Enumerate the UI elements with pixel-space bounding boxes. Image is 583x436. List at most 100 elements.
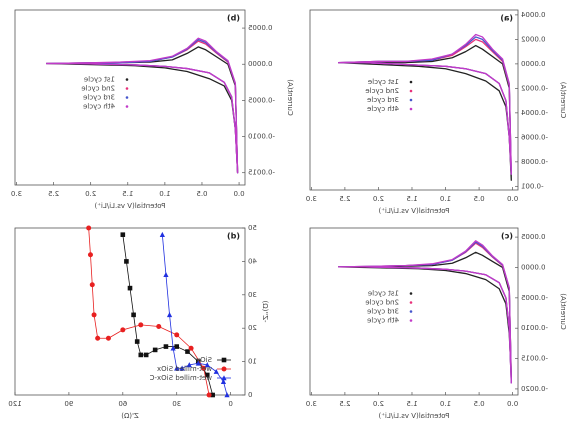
marker: [163, 344, 169, 349]
y-tick-label: 10: [248, 358, 257, 366]
x-tick-label: 1.0: [440, 400, 451, 408]
marker: [138, 352, 144, 358]
legend-label: 3rd cycle: [83, 94, 115, 102]
marker: [138, 322, 144, 328]
marker: [86, 225, 92, 231]
x-tick-label: 90: [64, 400, 73, 408]
x-tick-label: 1.5: [122, 190, 133, 198]
y-tick-label: 40: [248, 257, 257, 265]
y-tick-label: -0.0010: [248, 133, 275, 141]
series-line: [338, 36, 512, 175]
x-axis-label: Z'(Ω): [121, 412, 139, 420]
x-tick-label: 0.0: [507, 195, 518, 203]
marker: [213, 368, 219, 374]
plot-frame: [14, 9, 246, 186]
series-line: [46, 39, 239, 174]
legend-swatch: [125, 96, 129, 99]
x-tick-label: 2.5: [339, 195, 350, 203]
y-tick-label: -0.0005: [248, 96, 275, 104]
y-tick-label: -0.0008: [521, 158, 548, 166]
marker: [221, 375, 227, 381]
y-tick-label: -0.0020: [521, 385, 548, 393]
legend-label: 2nd cycle: [365, 87, 399, 95]
marker: [174, 365, 180, 371]
y-tick-label: 30: [248, 291, 257, 299]
marker: [95, 335, 101, 341]
series-line: [338, 241, 512, 384]
y-axis-label: Current(A): [286, 79, 294, 116]
legend-label: wet-milled SiOx-C: [150, 374, 212, 382]
x-tick-label: 2.0: [373, 400, 384, 408]
marker: [204, 372, 210, 378]
x-tick-label: 2.0: [85, 190, 96, 198]
x-tick-label: 60: [118, 400, 127, 408]
legend-label: 4th cycle: [367, 105, 399, 113]
marker: [105, 335, 111, 341]
marker: [89, 282, 95, 288]
legend-label: 2nd cycle: [81, 85, 115, 93]
legend-swatch: [125, 78, 129, 81]
x-tick-label: 0.0: [233, 190, 244, 198]
marker: [120, 327, 126, 333]
marker: [188, 345, 194, 351]
legend-label: 4th cycle: [367, 317, 399, 325]
marker: [131, 312, 136, 318]
y-tick-label: -0.0002: [521, 84, 548, 92]
y-axis-label: Current(A): [559, 293, 567, 330]
x-tick-label: 2.0: [373, 195, 384, 203]
mirrored-figure: 0.0 0.5 1.0 1.5 2.0 2.5 3.0 -0.001 -0.0008 -0.000…: [8, 9, 567, 420]
marker: [156, 324, 162, 330]
panel-label: (c): [501, 232, 513, 241]
legend-label: SiOx: [196, 356, 212, 364]
y-tick-label: -0.0006: [520, 133, 548, 141]
panel-label: (a): [500, 14, 513, 23]
legend-label: 3rd cycle: [367, 96, 399, 104]
panel-label: (d): [227, 232, 240, 241]
marker: [91, 312, 97, 318]
marker: [179, 365, 185, 371]
legend-label: 1st cycle: [368, 78, 399, 86]
marker: [120, 232, 126, 237]
x-tick-label: 0.5: [474, 195, 485, 203]
y-tick-label: 0.0002: [521, 35, 546, 43]
legend-swatch: [409, 80, 413, 84]
marker: [206, 392, 212, 398]
panel-label: (b): [227, 14, 240, 23]
y-axis-label: -Z''(Ω): [261, 300, 269, 322]
x-axis-label: Potential(V vs.Li/Li⁺): [378, 412, 449, 420]
y-tick-label: 0.0005: [521, 233, 546, 241]
marker: [210, 392, 215, 398]
y-tick-label: 0: [248, 391, 252, 399]
x-tick-label: 120: [8, 400, 21, 408]
x-tick-label: 30: [172, 400, 181, 408]
marker: [195, 360, 201, 366]
legend-swatch: [409, 319, 413, 322]
marker: [221, 357, 227, 363]
legend-label: wet-milled SiOx: [157, 365, 212, 373]
legend-swatch: [409, 89, 413, 93]
legend-label: 2nd cycle: [365, 299, 399, 307]
x-axis-label: Potential(V vs.Li/Li⁺): [378, 207, 449, 215]
marker: [152, 347, 158, 353]
series-line: [338, 251, 512, 378]
marker: [124, 259, 129, 264]
x-tick-label: 1.5: [406, 400, 417, 408]
marker: [224, 392, 230, 398]
y-tick-label: 20: [248, 324, 257, 332]
marker: [170, 345, 176, 351]
marker: [185, 349, 190, 354]
x-tick-label: 2.5: [48, 190, 59, 198]
y-tick-label: -0.001: [521, 182, 544, 190]
x-tick-label: 1.5: [406, 195, 417, 203]
plot-frame: [14, 227, 246, 396]
x-tick-label: 2.5: [339, 400, 350, 408]
y-tick-label: 0.0000: [521, 263, 546, 271]
y-tick-label: -0.0015: [248, 169, 275, 177]
legend-label: 3rd cycle: [367, 308, 399, 316]
series-line: [338, 240, 512, 384]
legend-swatch: [409, 310, 413, 313]
series-line: [338, 33, 512, 175]
marker: [220, 378, 227, 384]
marker: [186, 362, 192, 368]
